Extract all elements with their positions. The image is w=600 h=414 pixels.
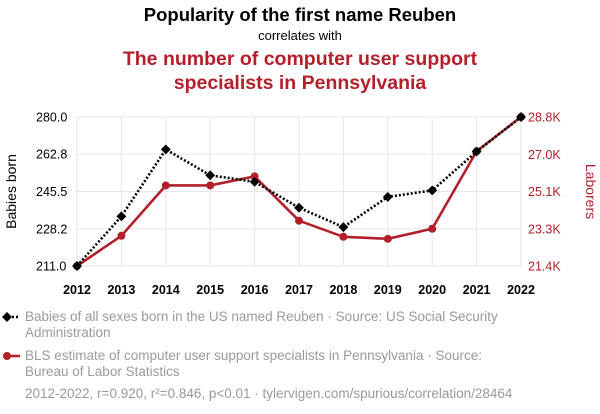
y-left-tick-label: 245.5 — [36, 185, 67, 199]
y-left-tick-label: 211.0 — [36, 260, 66, 274]
x-tick-label: 2018 — [329, 283, 357, 297]
x-tick-label: 2019 — [374, 283, 402, 297]
series-2-point — [383, 234, 392, 243]
x-tick-label: 2013 — [107, 283, 135, 297]
y-right-tick-label: 21.4K — [528, 260, 561, 274]
legend-series-1-marker — [2, 312, 12, 322]
x-tick-label: 2021 — [463, 283, 491, 297]
series-2-point — [250, 172, 259, 181]
legend-series-2-label-line-1: BLS estimate of computer user support sp… — [25, 348, 482, 363]
series-1-point — [471, 146, 482, 157]
series-1-point — [427, 185, 438, 196]
footer-stats: 2012-2022, r=0.920, r²=0.846, p<0.01 · t… — [25, 386, 513, 401]
y-left-tick-label: 228.2 — [36, 222, 67, 236]
y-right-tick-label: 27.0K — [528, 148, 561, 162]
x-tick-label: 2017 — [285, 283, 313, 297]
x-tick-label: 2015 — [196, 283, 224, 297]
legend-series-2-label-line-2: Bureau of Labor Statistics — [25, 364, 180, 379]
y-axis-right-label: Laborers — [583, 164, 599, 219]
chart-subtitle: correlates with — [258, 28, 342, 43]
series-1-point — [516, 112, 526, 122]
x-tick-label: 2022 — [507, 283, 535, 297]
series-2-point — [339, 232, 348, 241]
x-tick-label: 2014 — [152, 283, 180, 297]
y-axis-left-label: Babies born — [3, 154, 19, 229]
chart-title-2-line-2: specialists in Pennsylvania — [174, 72, 427, 94]
series-1-point — [160, 144, 171, 155]
y-right-tick-label: 23.3K — [528, 222, 561, 236]
series-1-point — [382, 191, 393, 202]
series-2-point — [428, 224, 437, 233]
series-1-point — [294, 202, 304, 213]
series-2-point — [117, 231, 126, 240]
x-tick-label: 2016 — [241, 283, 269, 297]
legend-series-2-marker — [3, 352, 11, 360]
series-1-point — [116, 211, 127, 222]
x-tick-label: 2012 — [63, 283, 91, 297]
y-left-tick-label: 262.8 — [36, 148, 67, 162]
axis-ticks: 211.0 228.2 245.5 262.8 280.0 21.4K 23.3K 25.1K… — [36, 111, 561, 298]
chart-title-2-line-1: The number of computer user support — [123, 48, 478, 70]
series-2-point — [295, 216, 303, 225]
series-1-point — [249, 176, 260, 187]
series-1-point — [205, 170, 216, 181]
legend-series-1-label-line-2: Administration — [25, 325, 111, 340]
y-right-tick-label: 25.1K — [528, 185, 561, 199]
y-right-tick-label: 28.8K — [528, 111, 561, 125]
x-tick-label: 2020 — [418, 283, 446, 297]
chart-title: Popularity of the first name Reuben — [144, 4, 457, 25]
series — [72, 112, 526, 271]
series-1-line — [76, 115, 522, 267]
legend-series-1-label-line-1: Babies of all sexes born in the US named… — [25, 309, 498, 324]
series-2-point — [161, 181, 170, 190]
series-2-point — [206, 181, 215, 190]
series-1-point — [338, 222, 349, 233]
y-left-tick-label: 280.0 — [36, 111, 67, 125]
